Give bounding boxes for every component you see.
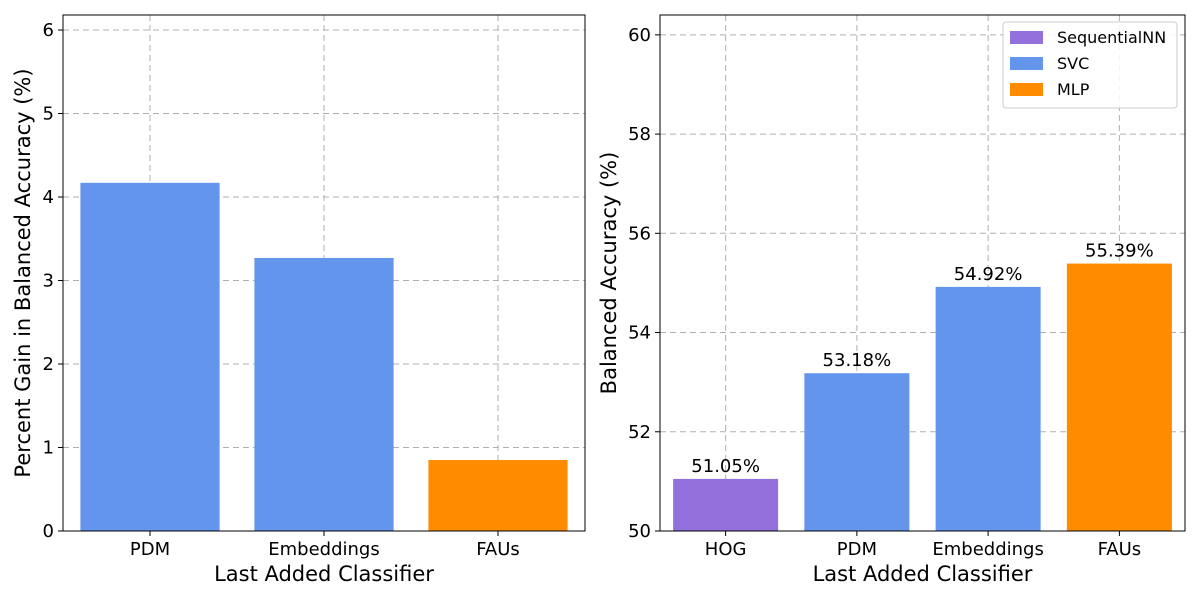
legend-label: SVC (1057, 54, 1089, 73)
legend-swatch (1010, 57, 1043, 70)
y-tick-label: 2 (43, 354, 54, 375)
legend-box (1002, 21, 1178, 109)
bar-embeddings (254, 257, 394, 531)
y-tick-label: 1 (43, 438, 54, 459)
x-tick-label: FAUs (476, 539, 520, 560)
y-tick-label: 60 (628, 25, 651, 46)
x-tick-label: PDM (130, 539, 170, 560)
y-tick-label: 58 (628, 124, 651, 145)
axes-frame (659, 14, 1186, 532)
y-tick-label: 5 (43, 104, 54, 125)
data-label: 55.39% (1085, 241, 1154, 262)
y-tick-label: 54 (628, 323, 651, 344)
bar-faus (1066, 263, 1172, 531)
y-tick-label: 52 (628, 422, 651, 443)
legend-label: SequentialNN (1057, 28, 1166, 47)
legend-swatch (1010, 83, 1043, 96)
y-tick-label: 3 (43, 271, 54, 292)
y-tick-label: 4 (43, 187, 54, 208)
x-tick-label: PDM (837, 539, 877, 560)
x-tick-label: FAUs (1098, 539, 1142, 560)
y-tick-label: 6 (43, 20, 54, 41)
x-axis-title: Last Added Classifier (813, 562, 1033, 586)
x-tick-label: Embeddings (268, 539, 379, 560)
bar-pdm (804, 373, 910, 531)
y-axis-title: Percent Gain in Balanced Accuracy (%) (11, 68, 35, 477)
x-tick-label: Embeddings (932, 539, 1043, 560)
data-label: 53.18% (823, 350, 892, 371)
x-tick-label: HOG (705, 539, 747, 560)
legend: SequentialNN SVC MLP (1002, 21, 1178, 109)
bar-embeddings (935, 286, 1041, 531)
data-label: 54.92% (954, 264, 1023, 285)
y-tick-label: 56 (628, 223, 651, 244)
bar-hog (673, 478, 779, 531)
y-tick-label: 0 (43, 521, 54, 542)
y-axis-title: Balanced Accuracy (%) (597, 152, 621, 395)
left-chart: 0 1 2 3 4 5 6 PDM Embeddings FAUs Last Added Class… (11, 14, 586, 586)
y-tick-label: 50 (628, 521, 651, 542)
legend-swatch (1010, 31, 1043, 44)
data-label: 51.05% (691, 456, 760, 477)
x-axis-title: Last Added Classifier (214, 562, 434, 586)
bar-pdm (80, 182, 220, 531)
right-chart: 51.05% 53.18% 54.92% 55.39% 50 52 54 56 58 60 HOG P… (597, 14, 1186, 586)
bar-faus (428, 460, 568, 531)
legend-label: MLP (1057, 80, 1090, 99)
